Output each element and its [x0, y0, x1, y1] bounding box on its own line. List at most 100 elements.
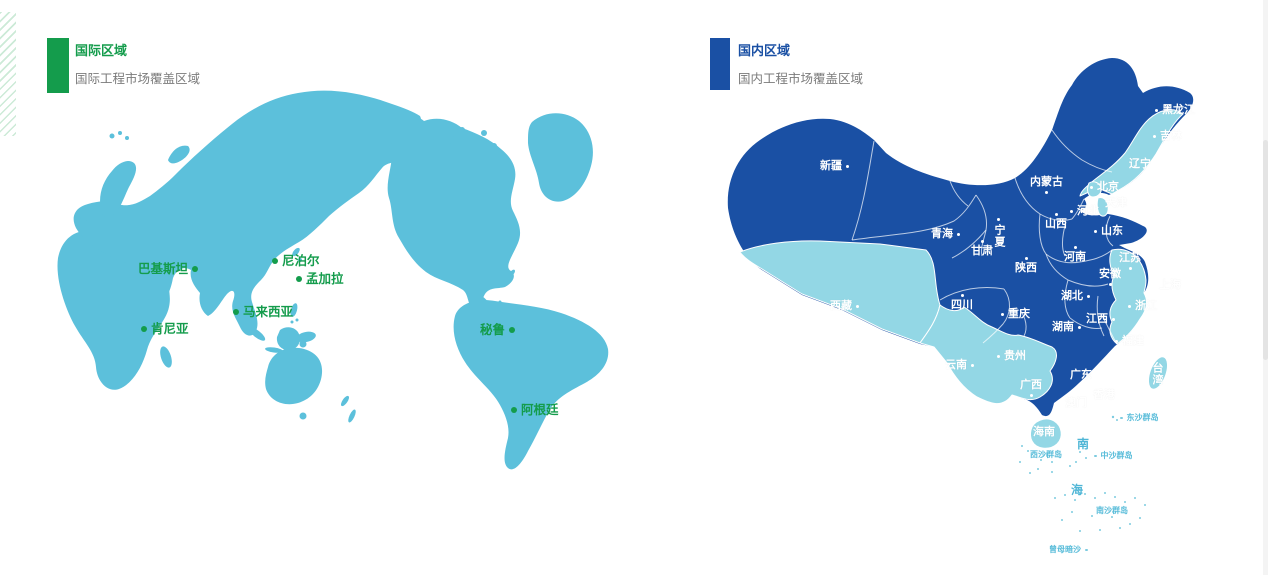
province-marker-label: 天津 [1105, 197, 1127, 209]
province-marker-label: 福建 [1122, 335, 1144, 347]
marker-dot-icon [192, 266, 199, 273]
new-zealand-island [348, 409, 356, 423]
province-marker-label: 云南 [945, 359, 967, 371]
province-marker: 澳门 [1065, 398, 1094, 409]
world-map [57, 90, 609, 470]
province-marker: 内蒙古 [1030, 177, 1063, 194]
province-marker: 辽宁 [1129, 159, 1158, 170]
province-marker: 浙江 [1128, 301, 1157, 312]
sea-label-label: 南沙群岛 [1096, 506, 1128, 515]
japan-island [285, 234, 293, 246]
marker-dot-icon [846, 165, 849, 168]
sumatra-shape [248, 327, 266, 341]
arctic-islet [468, 138, 476, 146]
marker-dot-icon [1155, 109, 1158, 112]
province-marker-label: 贵州 [1004, 350, 1026, 362]
ireland-shape [75, 216, 81, 222]
marker-dot-icon [1128, 305, 1131, 308]
region-tianjin [1096, 197, 1109, 217]
province-marker: 上海 [1152, 280, 1181, 291]
marker-dot-icon [1087, 295, 1090, 298]
java-shape [265, 347, 283, 353]
province-marker: 安徽 [1099, 269, 1121, 286]
province-marker-label: 内蒙古 [1030, 176, 1063, 188]
scrollbar-track[interactable] [1263, 0, 1268, 575]
region-northeast [1079, 109, 1184, 197]
marker-dot-icon [1086, 394, 1089, 397]
new-guinea-shape [296, 331, 316, 343]
country-marker-label: 巴基斯坦 [138, 262, 189, 276]
marker-dot-icon [1153, 135, 1156, 138]
marker-dot-icon [1094, 454, 1097, 458]
marker-dot-icon [1085, 548, 1088, 552]
marker-dot-icon [1120, 416, 1123, 420]
region-hainan [1029, 418, 1062, 449]
province-marker-label: 北京 [1097, 181, 1119, 193]
province-marker: 青海 [931, 229, 960, 240]
province-marker-label: 澳门 [1065, 397, 1087, 409]
province-marker: 湖北 [1061, 291, 1090, 302]
country-marker: 马来西亚 [233, 306, 293, 319]
marker-dot-icon [1091, 402, 1094, 405]
country-marker: 巴基斯坦 [138, 262, 199, 276]
novaya-zemlya-shape [168, 145, 190, 164]
domestic-legend-title: 国内区域 [738, 43, 791, 58]
province-marker: 山西 [1045, 213, 1067, 230]
decorative-hatch [0, 12, 16, 136]
province-marker-label: 江西 [1086, 313, 1108, 325]
sulawesi-shape [299, 340, 307, 348]
arctic-islet [459, 127, 465, 133]
green-legend-swatch [47, 38, 69, 93]
province-marker-label: 青海 [931, 228, 953, 240]
province-marker-label: 广西 [1020, 379, 1042, 391]
sea-label-label: 南 [1077, 437, 1090, 451]
country-marker: 孟加拉 [296, 273, 344, 286]
sea-label: 海 [1071, 484, 1083, 496]
marker-dot-icon [980, 240, 984, 243]
province-marker: 陕西 [1015, 257, 1037, 274]
country-marker-label: 尼泊尔 [282, 254, 320, 268]
marker-dot-icon [1073, 246, 1077, 249]
province-marker-label: 浙江 [1135, 300, 1157, 312]
province-marker-label: 四川 [951, 299, 973, 311]
country-marker: 尼泊尔 [272, 255, 320, 268]
china-map [727, 58, 1194, 532]
marker-dot-icon [141, 326, 147, 333]
philippines-islet [290, 320, 294, 324]
province-marker-label: 新疆 [820, 160, 842, 172]
arctic-islet [461, 155, 467, 161]
province-marker: 西藏 [830, 301, 859, 312]
marker-dot-icon [511, 407, 517, 414]
scrollbar-thumb[interactable] [1263, 140, 1268, 360]
province-marker: 甘肃 [971, 240, 993, 257]
marker-dot-icon [1070, 210, 1073, 213]
marker-dot-icon [1155, 356, 1158, 359]
marker-dot-icon [296, 276, 302, 283]
blue-legend-swatch [710, 38, 730, 90]
region-southwest [919, 304, 1057, 404]
marker-dot-icon [997, 355, 1000, 358]
marker-dot-icon [1078, 326, 1081, 329]
province-marker-label: 安徽 [1099, 268, 1121, 280]
province-marker: 四川 [951, 294, 973, 311]
japan-island [292, 247, 300, 257]
province-marker-label: 湖北 [1061, 290, 1083, 302]
region-beijing [1087, 181, 1102, 198]
province-marker-label: 山西 [1045, 218, 1067, 230]
marker-dot-icon [1045, 191, 1048, 194]
province-marker-label: 陕西 [1015, 262, 1037, 274]
region-taiwan [1147, 356, 1169, 390]
province-marker: 福建 [1115, 336, 1144, 347]
province-marker-label: 重庆 [1008, 308, 1030, 320]
province-marker-label: 黑龙江 [1162, 104, 1195, 116]
province-marker-label: 台湾 [1151, 362, 1163, 386]
marker-dot-icon [1090, 186, 1093, 189]
japan-island [298, 258, 302, 262]
arctic-islet [481, 130, 487, 136]
province-marker-label: 河南 [1064, 251, 1086, 263]
arctic-islet [491, 143, 497, 149]
marker-dot-icon [233, 309, 239, 316]
marker-dot-icon [1029, 394, 1033, 397]
international-legend-title: 国际区域 [75, 43, 128, 58]
svalbard-islet [118, 131, 122, 135]
